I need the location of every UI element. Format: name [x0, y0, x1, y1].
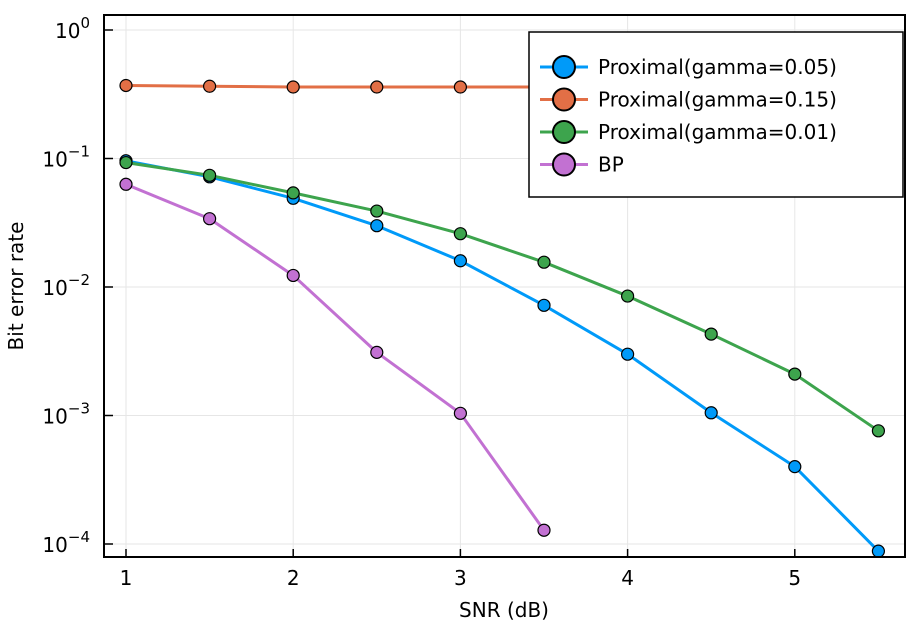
legend-swatch-marker	[552, 120, 576, 144]
data-point	[453, 406, 467, 420]
legend: Proximal(gamma=0.05) Proximal(gamma=0.15)…	[528, 31, 904, 198]
data-point	[203, 212, 217, 226]
data-point	[788, 460, 802, 474]
y-tick-label: 10−1	[42, 143, 90, 172]
data-point	[704, 406, 718, 420]
series-line-3	[125, 182, 546, 532]
legend-swatch-marker	[552, 55, 576, 79]
legend-label: Proximal(gamma=0.05)	[598, 55, 837, 79]
legend-label: Proximal(gamma=0.15)	[598, 88, 837, 112]
data-point	[286, 80, 300, 94]
data-point	[620, 347, 635, 361]
y-axis-label: Bit error rate	[4, 222, 28, 351]
x-axis-label: SNR (dB)	[459, 598, 549, 622]
data-point	[453, 254, 467, 268]
legend-label: Proximal(gamma=0.01)	[598, 120, 837, 144]
data-point	[620, 289, 635, 303]
data-point	[453, 227, 467, 241]
series-group	[119, 77, 886, 558]
data-point	[203, 168, 217, 182]
series-line-2	[125, 161, 880, 433]
data-point	[537, 523, 551, 537]
data-point	[119, 78, 133, 93]
data-point	[370, 80, 384, 94]
data-point	[119, 177, 133, 191]
data-point	[370, 345, 384, 359]
data-point	[203, 79, 217, 93]
data-point	[537, 298, 551, 312]
series-line-0	[125, 159, 880, 553]
data-point	[788, 367, 802, 381]
legend-box	[528, 31, 904, 198]
x-tick-label: 3	[454, 566, 467, 590]
y-tick-label: 10−3	[42, 400, 90, 429]
y-tick-label: 10−4	[42, 528, 90, 557]
plot-frame	[103, 14, 906, 558]
legend-swatch-marker	[552, 152, 576, 177]
y-tick-label: 100	[55, 14, 90, 43]
data-point	[537, 255, 551, 269]
x-tick-label: 5	[788, 566, 801, 590]
data-point	[370, 219, 384, 233]
data-point	[704, 327, 718, 341]
x-tick-label: 1	[120, 566, 133, 590]
data-point	[286, 268, 300, 283]
data-point	[453, 80, 467, 94]
data-point	[871, 424, 886, 438]
grid	[104, 15, 905, 557]
y-tick-label: 10−2	[42, 271, 90, 300]
x-tick-label: 2	[287, 566, 300, 590]
legend-label: BP	[598, 153, 624, 177]
data-point	[119, 155, 133, 170]
legend-swatch-marker	[552, 87, 576, 112]
data-point	[286, 186, 300, 200]
data-point	[871, 544, 886, 558]
ticks: 1 2 3 4 5 100 10−1 10−2 10−3 10−4	[42, 14, 801, 590]
data-point	[370, 204, 384, 218]
x-tick-label: 4	[621, 566, 634, 590]
